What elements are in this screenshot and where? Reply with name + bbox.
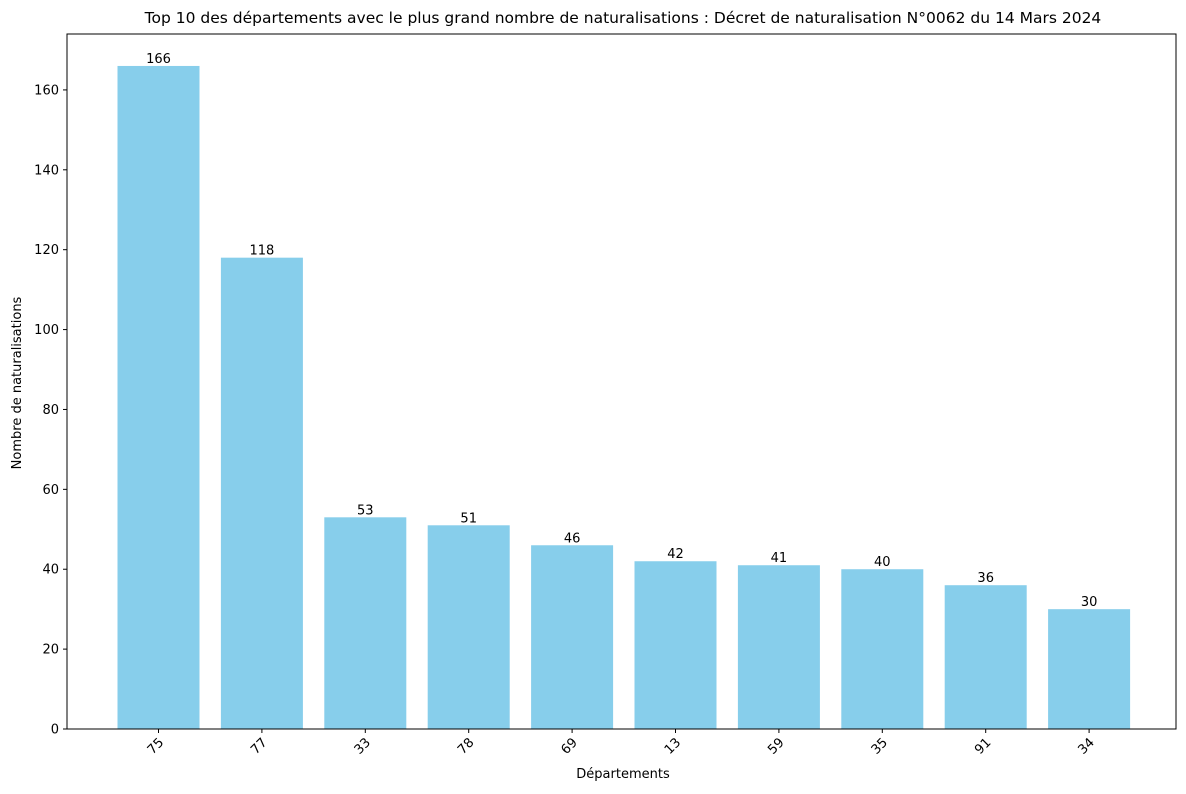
bar-77 bbox=[220, 257, 303, 729]
data-label-75: 166 bbox=[146, 52, 171, 67]
y-axis: 0 20 40 60 80 100 120 140 160 bbox=[34, 83, 67, 738]
y-tick-label-80: 80 bbox=[42, 403, 59, 418]
y-tick-label-120: 120 bbox=[34, 243, 59, 258]
y-tick-label-20: 20 bbox=[42, 643, 59, 658]
bar-75 bbox=[117, 65, 200, 729]
data-label-78: 51 bbox=[460, 511, 477, 526]
bars-group bbox=[117, 65, 1131, 729]
plot-area-frame bbox=[66, 33, 1177, 730]
x-axis: 75 77 33 78 69 13 59 35 91 34 bbox=[145, 729, 1098, 758]
bar-59 bbox=[737, 565, 820, 729]
y-tick-label-60: 60 bbox=[42, 483, 59, 498]
chart-title: Top 10 des départements avec le plus gra… bbox=[144, 9, 1102, 27]
bar-69 bbox=[531, 545, 614, 729]
data-label-91: 36 bbox=[977, 571, 994, 586]
x-tick-label-33: 33 bbox=[352, 735, 374, 757]
y-tick-label-160: 160 bbox=[34, 83, 59, 98]
data-label-34: 30 bbox=[1081, 595, 1098, 610]
bar-35 bbox=[841, 569, 924, 729]
bar-34 bbox=[1048, 609, 1131, 729]
data-label-59: 41 bbox=[771, 551, 788, 566]
y-tick-label-0: 0 bbox=[51, 723, 59, 738]
x-tick-label-13: 13 bbox=[662, 735, 684, 757]
y-axis-label: Nombre de naturalisations bbox=[10, 296, 25, 469]
data-label-13: 42 bbox=[667, 547, 684, 562]
x-tick-label-34: 34 bbox=[1075, 735, 1097, 757]
bar-13 bbox=[634, 561, 717, 729]
data-label-35: 40 bbox=[874, 555, 891, 570]
x-tick-label-75: 75 bbox=[145, 735, 167, 757]
x-tick-label-91: 91 bbox=[972, 735, 994, 757]
data-labels-group: 166 118 53 51 46 42 41 40 36 30 bbox=[146, 52, 1097, 610]
x-tick-label-59: 59 bbox=[765, 735, 787, 757]
bar-33 bbox=[324, 517, 407, 729]
y-tick-label-100: 100 bbox=[34, 323, 59, 338]
bar-91 bbox=[944, 585, 1027, 729]
x-tick-label-78: 78 bbox=[455, 735, 477, 757]
data-label-69: 46 bbox=[564, 531, 581, 546]
x-tick-label-69: 69 bbox=[558, 735, 580, 757]
data-label-33: 53 bbox=[357, 503, 374, 518]
y-tick-label-140: 140 bbox=[34, 163, 59, 178]
x-tick-label-77: 77 bbox=[248, 735, 270, 757]
data-label-77: 118 bbox=[249, 244, 274, 259]
x-tick-label-35: 35 bbox=[869, 735, 891, 757]
x-axis-label: Départements bbox=[576, 767, 670, 782]
bar-78 bbox=[427, 525, 510, 729]
y-tick-label-40: 40 bbox=[42, 563, 59, 578]
